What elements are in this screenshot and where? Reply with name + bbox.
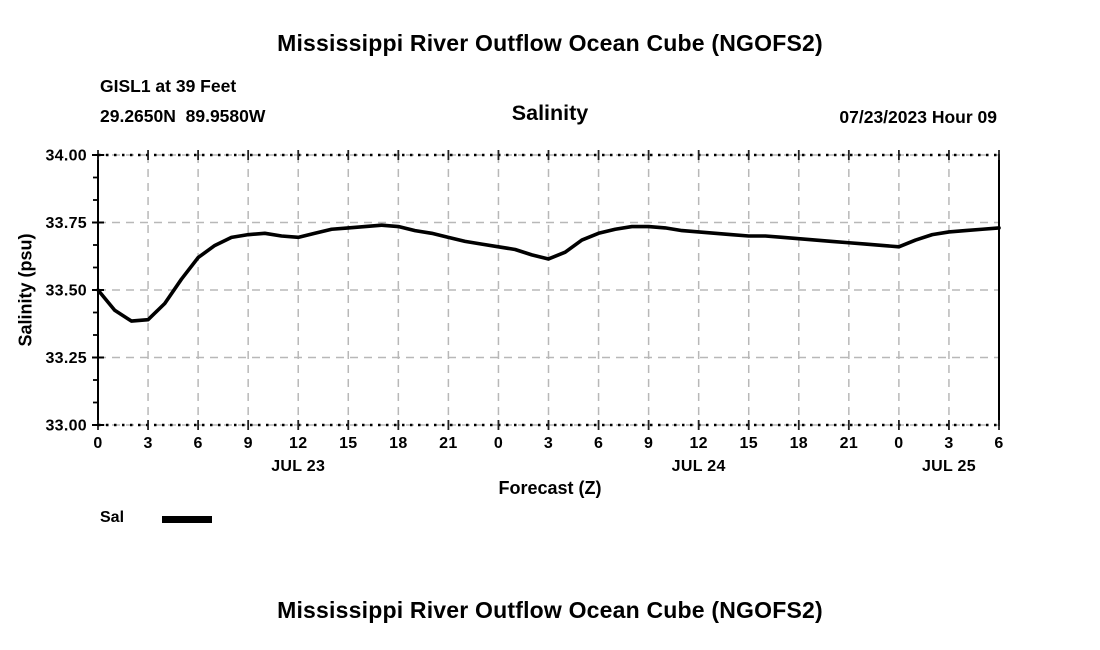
y-tick-label: 33.00	[45, 418, 87, 435]
day-label: JUL 24	[672, 458, 726, 475]
top-title: Mississippi River Outflow Ocean Cube (NG…	[277, 30, 823, 56]
x-tick-label: 21	[840, 435, 858, 452]
x-tick-label: 6	[194, 435, 203, 452]
y-tick-label: 34.00	[45, 148, 87, 165]
x-tick-label: 12	[689, 435, 707, 452]
x-tick-label: 15	[339, 435, 357, 452]
legend-label: Sal	[100, 509, 125, 526]
x-tick-label: 6	[994, 435, 1003, 452]
bottom-title: Mississippi River Outflow Ocean Cube (NG…	[277, 597, 823, 623]
chart-subtitle: Salinity	[511, 101, 589, 125]
x-tick-label: 9	[244, 435, 253, 452]
day-label: JUL 25	[922, 458, 976, 475]
salinity-curve	[96, 223, 1001, 323]
x-tick-label: 3	[944, 435, 953, 452]
y-tick-label: 33.25	[45, 350, 87, 367]
y-tick-label: 33.50	[45, 283, 87, 300]
x-tick-label: 21	[439, 435, 457, 452]
x-tick-label: 9	[644, 435, 653, 452]
x-tick-label: 0	[894, 435, 903, 452]
x-tick-label: 18	[389, 435, 407, 452]
y-tick-label: 33.75	[45, 215, 87, 232]
x-tick-label: 0	[93, 435, 102, 452]
x-tick-label: 0	[494, 435, 503, 452]
forecast-datetime: 07/23/2023 Hour 09	[839, 107, 997, 127]
day-label: JUL 23	[271, 458, 325, 475]
x-tick-label: 3	[143, 435, 152, 452]
x-tick-label: 15	[740, 435, 758, 452]
x-tick-label: 6	[594, 435, 603, 452]
station-name: GISL1 at 39 Feet	[100, 76, 237, 96]
station-coordinates: 29.2650N 89.9580W	[100, 106, 266, 126]
x-tick-label: 12	[289, 435, 307, 452]
legend-line-swatch	[162, 516, 212, 523]
x-tick-label: 3	[544, 435, 553, 452]
x-axis-label: Forecast (Z)	[498, 478, 602, 498]
x-tick-label: 18	[790, 435, 808, 452]
